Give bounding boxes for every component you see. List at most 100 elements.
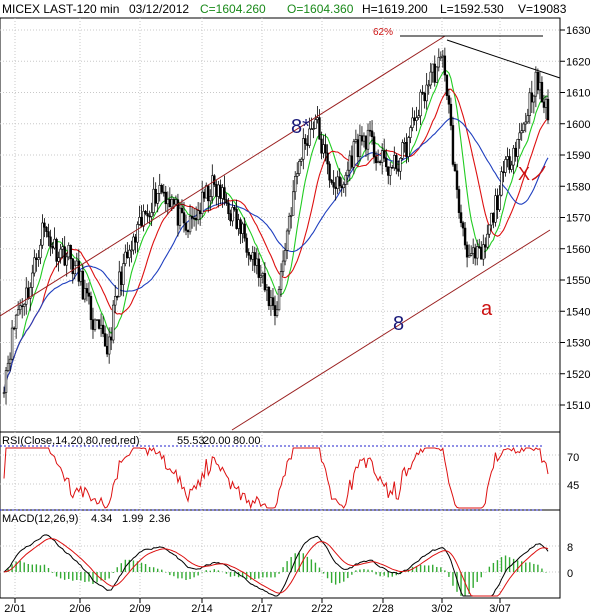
candle-body <box>89 295 93 320</box>
wave-x-label: X <box>518 164 530 184</box>
candle-body <box>263 273 267 291</box>
candle-body <box>439 56 443 59</box>
candle-body <box>498 194 501 211</box>
candle-body <box>267 286 271 307</box>
candle-body <box>186 230 190 233</box>
candle-body <box>395 155 398 170</box>
candle-body <box>340 185 343 188</box>
ma-green-line <box>3 69 549 393</box>
date-axis: 2/01 2/06 2/09 2/14 2/17 2/22 2/28 3/02 3/07 <box>4 598 511 615</box>
candle-body <box>190 215 194 219</box>
macd-hist-value: 2.36 <box>149 513 170 525</box>
candle-body <box>184 222 188 231</box>
macd-signal-line <box>3 537 549 597</box>
candle-body <box>126 251 129 259</box>
candle-body <box>136 224 139 243</box>
candle-body <box>308 128 311 146</box>
candle-body <box>419 91 422 117</box>
candle-body <box>306 143 309 146</box>
symbol-label: MICEX LAST-120 min <box>2 2 119 16</box>
rsi-tick-70: 70 <box>567 452 579 464</box>
candle-body <box>526 115 529 123</box>
candle-body <box>427 84 430 87</box>
x-tick-label: 2/28 <box>372 603 393 615</box>
candle-body <box>209 196 212 202</box>
candle-body <box>506 156 509 160</box>
y-tick-label: 1520 <box>566 369 590 381</box>
candle-body <box>364 135 368 150</box>
close-value: C=1604.260 <box>200 2 266 16</box>
macd-line <box>3 534 549 597</box>
candle-body <box>166 199 170 205</box>
candle-body <box>411 117 414 128</box>
candle-body <box>207 185 210 202</box>
candle-body <box>229 213 232 222</box>
candle-body <box>168 199 172 208</box>
candle-body <box>407 137 410 157</box>
candle-body <box>356 139 360 158</box>
candle-body <box>279 271 283 290</box>
candle-body <box>227 202 230 215</box>
candle-body <box>376 161 380 164</box>
candle-body <box>99 324 103 329</box>
candle-body <box>463 227 467 246</box>
candle-body <box>182 212 186 224</box>
candle-body <box>348 155 352 171</box>
candle-body <box>49 236 52 247</box>
y-tick-label: 1590 <box>566 150 590 162</box>
candle-body <box>471 247 475 254</box>
candle-body <box>304 138 307 144</box>
candle-body <box>473 247 477 259</box>
candle-body <box>178 207 182 226</box>
candle-body <box>273 305 277 316</box>
candle-body <box>484 244 487 248</box>
candle-body <box>91 319 95 330</box>
candle-body <box>150 212 153 217</box>
candle-body <box>12 327 16 330</box>
candle-body <box>437 57 440 68</box>
candle-body <box>118 271 121 297</box>
candle-body <box>164 191 167 205</box>
candle-body <box>457 189 461 213</box>
candle-body <box>253 252 256 266</box>
candle-body <box>233 207 236 210</box>
resistance-line <box>446 39 561 79</box>
candle-body <box>528 92 531 116</box>
candle-body <box>283 250 287 262</box>
candle-body <box>39 244 42 259</box>
candle-body <box>382 150 386 159</box>
x-tick-label: 2/14 <box>191 603 212 615</box>
candle-body <box>352 141 356 168</box>
candle-body <box>223 187 226 200</box>
ma-blue-line <box>3 117 549 393</box>
candle-body <box>413 117 416 121</box>
candle-body <box>316 117 319 120</box>
candle-body <box>87 292 91 297</box>
candle-body <box>320 138 323 154</box>
candle-body <box>488 224 491 235</box>
candle-body <box>476 246 479 259</box>
candle-body <box>312 128 315 130</box>
candle-body <box>322 144 325 154</box>
y-tick-label: 1610 <box>566 88 590 100</box>
candle-body <box>296 173 299 177</box>
candle-body <box>132 236 135 251</box>
trend-lines <box>0 35 561 431</box>
candle-body <box>154 188 157 204</box>
candle-body <box>93 319 97 330</box>
candle-body <box>544 98 548 108</box>
candle-body <box>326 152 329 165</box>
candle-body <box>469 253 473 256</box>
date-label: 03/12/2012 <box>129 2 189 16</box>
candle-body <box>546 98 550 121</box>
candle-body <box>512 147 515 166</box>
wave-a-label: a <box>481 298 493 320</box>
candle-body <box>399 158 402 172</box>
candle-body <box>423 92 426 102</box>
candle-body <box>41 222 44 246</box>
candle-body <box>496 195 499 211</box>
candle-body <box>285 230 289 251</box>
candle-body <box>334 186 337 189</box>
candle-body <box>128 249 131 259</box>
candle-body <box>409 127 412 138</box>
